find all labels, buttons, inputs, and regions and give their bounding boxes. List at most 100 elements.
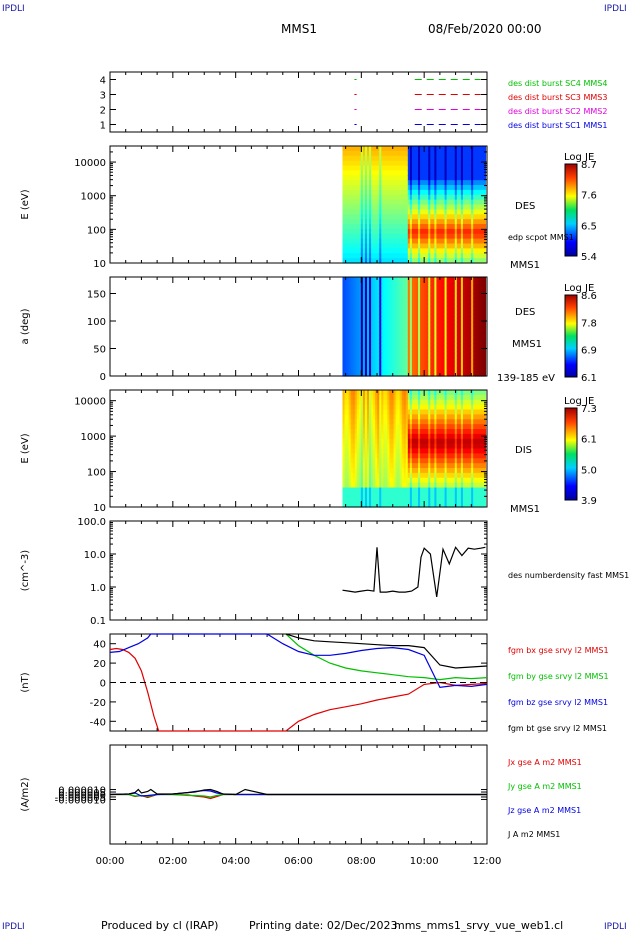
des_energy-cell	[399, 155, 403, 162]
des_energy-cell	[452, 175, 456, 181]
des_energy-cell	[371, 180, 374, 186]
des_pitch-cell	[418, 322, 421, 328]
des_pitch-cell	[401, 322, 405, 328]
des_pitch-cell	[483, 314, 487, 319]
des_pitch-cell	[481, 314, 484, 319]
des_pitch-cell	[362, 281, 366, 286]
dis_energy-cell	[420, 424, 423, 430]
dis_energy-cell	[411, 482, 415, 489]
des_energy-cell	[383, 219, 386, 225]
dis_energy-cell	[375, 404, 378, 411]
des_pitch-cell	[362, 314, 366, 319]
des_pitch-cell	[420, 281, 423, 286]
dis_energy-cell	[426, 453, 429, 459]
des_pitch-cell	[391, 363, 395, 369]
des_pitch-cell	[409, 343, 413, 348]
des_pitch-cell	[371, 305, 374, 311]
des_pitch-cell	[403, 326, 407, 332]
des_pitch-cell	[399, 277, 403, 282]
dis_energy-cell	[456, 409, 460, 415]
dis_energy-cell	[399, 487, 403, 493]
des_pitch-cell	[483, 322, 487, 328]
dis_energy-cell	[385, 463, 389, 469]
dis_energy-cell	[454, 453, 458, 459]
dis_energy-cell	[364, 458, 368, 464]
des_pitch-cell	[469, 338, 472, 344]
des_energy-cell	[360, 146, 364, 152]
des_pitch-cell	[401, 351, 405, 356]
dis_energy-cell	[375, 487, 378, 493]
des_pitch-cell	[413, 305, 417, 311]
des_energy-cell	[460, 214, 464, 220]
dis_energy-cell	[356, 419, 360, 425]
dis_energy-cell	[379, 438, 382, 445]
des_energy-cell	[434, 199, 438, 206]
dis_energy-cell	[403, 477, 407, 484]
des_energy-cell	[479, 219, 482, 225]
des_energy-cell	[469, 146, 472, 152]
des_pitch-cell	[454, 297, 458, 303]
des_energy-cell	[371, 170, 374, 176]
dis_energy-cell	[399, 497, 403, 503]
des_pitch-cell	[444, 326, 448, 332]
dis_energy-cell	[426, 482, 429, 489]
des_pitch-cell	[373, 285, 376, 290]
des_pitch-cell	[362, 297, 366, 303]
des_energy-cell	[418, 204, 421, 210]
des_energy-cell	[385, 209, 389, 215]
des_pitch-cell	[479, 297, 482, 303]
des_pitch-cell	[436, 351, 440, 356]
des_pitch-cell	[483, 347, 487, 352]
dis_energy-cell	[399, 433, 403, 440]
dis_energy-cell	[369, 394, 372, 401]
des_energy-cell	[448, 194, 452, 201]
dis_energy-cell	[436, 429, 440, 435]
des_pitch-cell	[381, 367, 384, 373]
des_pitch-cell	[426, 359, 429, 365]
des_energy-cell	[462, 189, 466, 196]
des_pitch-cell	[448, 355, 452, 361]
des_energy-cell	[479, 199, 482, 206]
des_pitch-cell	[362, 347, 366, 352]
des_pitch-cell	[469, 363, 472, 369]
des_energy-cell	[446, 238, 450, 245]
des_pitch-cell	[413, 355, 417, 361]
dis_energy-cell	[454, 497, 458, 503]
des_energy-cell	[403, 194, 407, 201]
dis_energy-cell	[440, 414, 444, 420]
des_pitch-cell	[413, 359, 417, 365]
dis_energy-cell	[436, 419, 440, 425]
dis_energy-cell	[342, 502, 346, 508]
des_pitch-cell	[426, 330, 429, 336]
des_pitch-cell	[352, 330, 356, 336]
des_energy-cell	[444, 253, 448, 259]
des_energy-cell	[448, 165, 452, 171]
des_pitch-cell	[371, 330, 374, 336]
des_energy-cell	[456, 233, 460, 240]
dis_energy-cell	[442, 497, 446, 503]
des_energy-cell	[375, 170, 378, 176]
des_energy-cell	[440, 189, 444, 196]
des_pitch-cell	[354, 310, 358, 315]
dis_energy-cell	[391, 404, 395, 411]
des_energy-cell	[371, 185, 374, 191]
dis_energy-cell	[454, 394, 458, 401]
des_energy-cell	[377, 258, 380, 264]
des_pitch-cell	[389, 281, 393, 286]
des_energy-cell	[342, 146, 346, 152]
des_energy-cell	[446, 243, 450, 249]
des_energy-cell	[430, 194, 433, 201]
dis_energy-cell	[426, 448, 429, 454]
dis_energy-cell	[418, 477, 421, 484]
dis_energy-cell	[409, 453, 413, 459]
des_energy-cell	[411, 160, 415, 167]
des_pitch-cell	[430, 359, 433, 365]
des_energy-cell	[436, 243, 440, 249]
des_pitch-cell	[413, 314, 417, 319]
des_pitch-cell	[424, 301, 427, 307]
des_energy-cell	[366, 204, 370, 210]
des_energy-cell	[401, 180, 405, 186]
dis_energy-cell	[389, 492, 393, 498]
des_pitch-cell	[387, 334, 391, 340]
des_pitch-cell	[471, 314, 474, 319]
